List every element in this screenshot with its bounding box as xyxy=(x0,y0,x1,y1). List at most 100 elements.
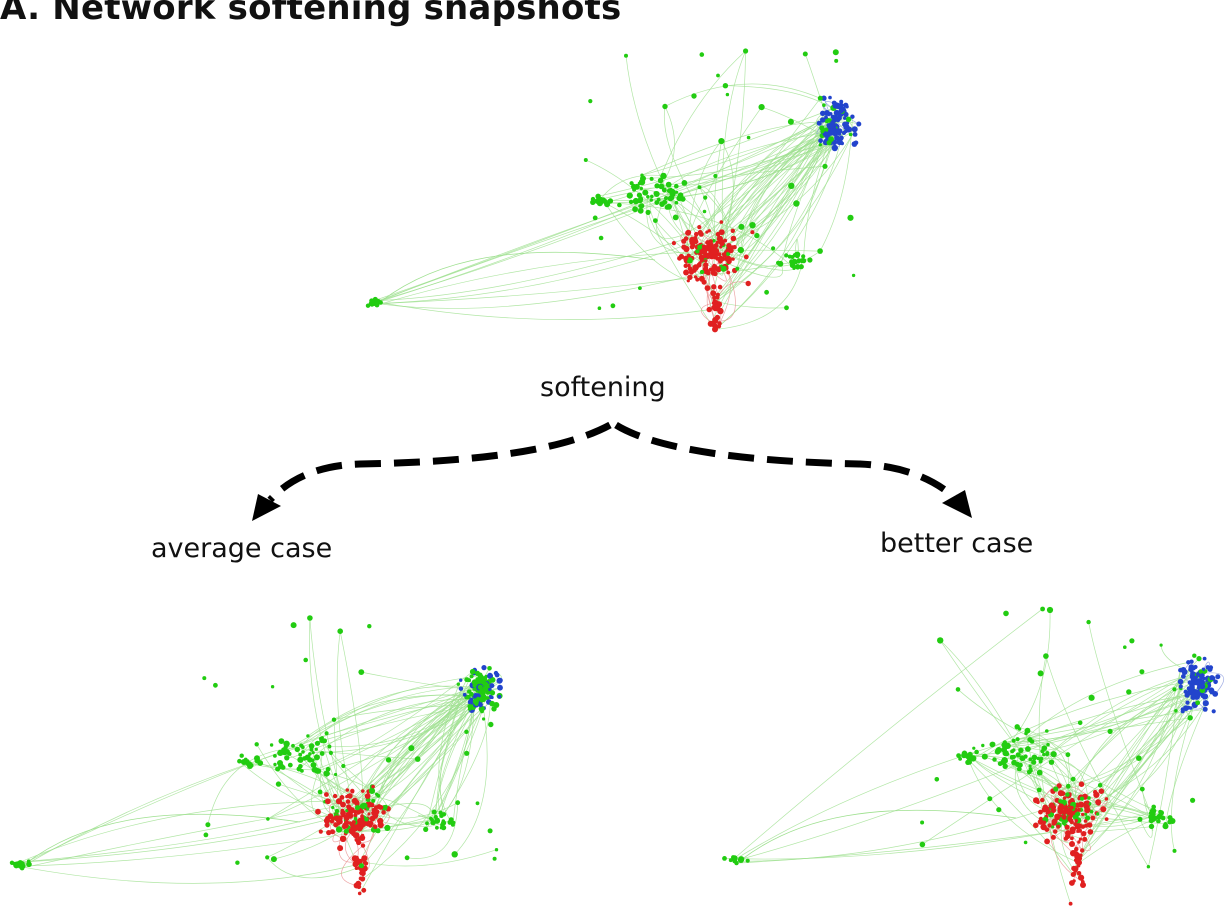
network-node xyxy=(754,232,760,239)
network-edge xyxy=(1045,655,1149,867)
network-node xyxy=(1211,709,1216,714)
network-node xyxy=(1018,747,1024,753)
network-edge xyxy=(360,688,462,868)
network-node xyxy=(1201,673,1205,677)
network-node xyxy=(653,191,658,196)
network-node xyxy=(12,861,18,867)
network-node xyxy=(632,206,638,213)
network-node xyxy=(704,285,711,291)
network-node xyxy=(1003,743,1010,750)
network-node xyxy=(1212,691,1219,697)
network-node xyxy=(705,230,709,234)
network-node xyxy=(1080,880,1085,884)
network-node xyxy=(487,666,492,671)
network-edge xyxy=(600,165,825,200)
network-node xyxy=(738,856,745,863)
network-node xyxy=(334,808,340,814)
network-node xyxy=(315,808,321,815)
network-node xyxy=(1195,700,1201,706)
network-node xyxy=(822,103,826,107)
network-node xyxy=(1050,834,1056,840)
network-node xyxy=(965,759,971,765)
network-node xyxy=(1002,740,1007,745)
network-node xyxy=(693,275,698,279)
network-node xyxy=(423,826,429,832)
network-node xyxy=(850,114,855,119)
network-node xyxy=(732,858,738,863)
network-node xyxy=(347,793,353,799)
network-node xyxy=(1194,675,1198,680)
network-node xyxy=(1080,882,1086,888)
network-node xyxy=(845,116,852,123)
network-node xyxy=(1209,675,1215,681)
network-edge xyxy=(19,862,365,884)
network-node xyxy=(329,818,335,824)
network-node xyxy=(1198,669,1203,674)
network-node xyxy=(1185,700,1190,705)
network-node xyxy=(1083,803,1090,810)
network-node xyxy=(487,672,493,679)
network-node xyxy=(273,762,277,767)
network-node xyxy=(713,173,718,179)
network-node xyxy=(414,756,421,762)
network-node xyxy=(353,832,360,839)
network-node xyxy=(834,58,839,63)
network-node xyxy=(920,820,925,825)
network-node xyxy=(1146,865,1151,869)
network-node xyxy=(722,83,729,89)
network-node xyxy=(302,756,307,761)
network-node xyxy=(1177,678,1184,685)
network-edge xyxy=(24,813,301,865)
network-node xyxy=(834,123,838,127)
network-node xyxy=(354,805,361,811)
network-node xyxy=(476,678,483,684)
network-node xyxy=(475,670,480,676)
network-node xyxy=(1086,822,1091,827)
network-node xyxy=(819,125,825,131)
network-node xyxy=(592,215,598,221)
network-edge xyxy=(736,816,1152,864)
network-node xyxy=(26,859,31,863)
network-node xyxy=(335,826,343,833)
network-node xyxy=(970,755,977,762)
network-node xyxy=(701,279,707,285)
network-node xyxy=(1046,606,1054,614)
network-node xyxy=(955,687,961,692)
network-node xyxy=(408,745,415,752)
network-edge xyxy=(438,695,477,813)
network-node xyxy=(1036,769,1043,776)
network-node xyxy=(824,115,828,120)
network-node xyxy=(1047,823,1052,828)
network-node xyxy=(784,253,789,258)
network-node xyxy=(1036,787,1042,793)
network-node xyxy=(712,239,716,243)
network-node xyxy=(353,857,360,864)
network-node xyxy=(1002,750,1009,757)
network-node xyxy=(624,53,628,58)
network-node xyxy=(843,111,849,118)
network-node xyxy=(654,183,660,189)
network-node xyxy=(451,851,458,858)
network-node xyxy=(852,132,858,137)
network-node xyxy=(339,795,345,800)
arrow-to-average-case xyxy=(267,421,612,503)
network-node xyxy=(989,741,996,748)
network-node xyxy=(658,183,665,190)
network-node xyxy=(301,750,305,754)
network-node xyxy=(706,306,712,313)
network-node xyxy=(1082,836,1088,842)
network-node xyxy=(478,688,485,694)
network-node xyxy=(1077,808,1081,812)
network-edge xyxy=(664,83,821,107)
network-edge xyxy=(1003,610,1051,750)
network-nodes xyxy=(722,606,1221,906)
network-node xyxy=(1078,874,1085,881)
network-node xyxy=(653,218,658,224)
network-node xyxy=(674,183,679,189)
network-edge xyxy=(1082,670,1181,851)
network-node xyxy=(1052,829,1058,834)
network-edge xyxy=(1007,717,1191,747)
network-node xyxy=(1044,838,1050,845)
network-node xyxy=(700,244,707,251)
network-node xyxy=(455,800,461,806)
